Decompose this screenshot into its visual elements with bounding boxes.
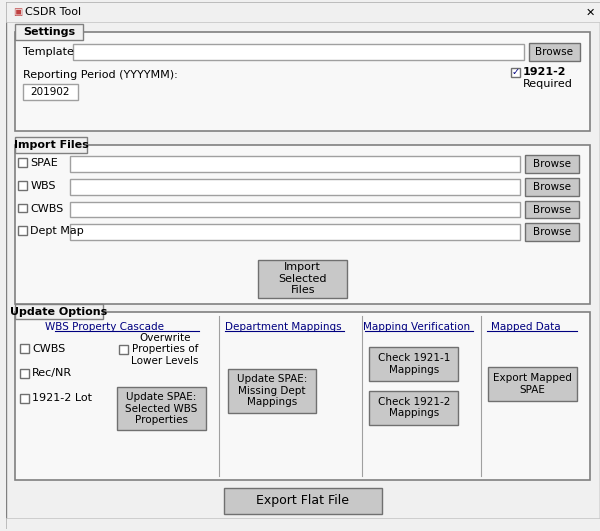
Bar: [23, 84, 78, 99]
Bar: [5, 3, 600, 22]
Text: Required: Required: [523, 79, 572, 89]
Bar: [525, 155, 579, 173]
Bar: [16, 137, 87, 153]
Text: Check 1921-2
Mappings: Check 1921-2 Mappings: [377, 397, 450, 418]
Bar: [369, 391, 458, 424]
Text: Update Options: Update Options: [10, 306, 107, 316]
Bar: [20, 344, 29, 353]
Text: 201902: 201902: [31, 87, 70, 97]
Text: CWBS: CWBS: [32, 344, 65, 354]
Text: WBS Property Cascade: WBS Property Cascade: [45, 322, 164, 332]
Bar: [224, 488, 382, 513]
Text: Browse: Browse: [533, 227, 571, 237]
Text: Browse: Browse: [533, 159, 571, 169]
Text: ▣: ▣: [13, 7, 23, 18]
Bar: [229, 369, 316, 413]
Bar: [511, 68, 520, 77]
Bar: [525, 201, 579, 218]
Text: Update SPAE:
Selected WBS
Properties: Update SPAE: Selected WBS Properties: [125, 392, 197, 425]
Bar: [70, 202, 520, 218]
Bar: [369, 347, 458, 381]
Text: Dept Map: Dept Map: [31, 226, 84, 236]
Text: Browse: Browse: [533, 204, 571, 215]
Bar: [16, 312, 590, 480]
Bar: [525, 224, 579, 241]
Text: Browse: Browse: [533, 182, 571, 192]
Bar: [525, 178, 579, 195]
Bar: [119, 345, 128, 354]
Text: Department Mappings: Department Mappings: [224, 322, 341, 332]
Text: Check 1921-1
Mappings: Check 1921-1 Mappings: [377, 353, 450, 375]
Bar: [529, 43, 580, 61]
Bar: [19, 158, 28, 167]
Text: CWBS: CWBS: [31, 203, 64, 213]
Bar: [258, 260, 347, 298]
Text: Export Flat File: Export Flat File: [256, 494, 349, 507]
Bar: [73, 44, 524, 60]
Text: CSDR Tool: CSDR Tool: [25, 7, 82, 18]
Bar: [488, 367, 577, 401]
Text: Update SPAE:
Missing Dept
Mappings: Update SPAE: Missing Dept Mappings: [237, 374, 307, 407]
Bar: [16, 145, 590, 304]
Bar: [70, 156, 520, 172]
Text: ✕: ✕: [586, 7, 595, 18]
Text: Overwrite
Properties of
Lower Levels: Overwrite Properties of Lower Levels: [131, 332, 199, 366]
Bar: [19, 203, 28, 212]
Bar: [19, 181, 28, 190]
Text: WBS: WBS: [31, 181, 56, 191]
Bar: [20, 369, 29, 378]
Bar: [116, 387, 206, 431]
Text: 1921-2: 1921-2: [523, 67, 566, 77]
Text: Import Files: Import Files: [14, 140, 88, 150]
Text: Rec/NR: Rec/NR: [32, 369, 73, 379]
Text: ✓: ✓: [511, 67, 520, 78]
Text: Browse: Browse: [535, 47, 574, 57]
Text: Template: Template: [23, 47, 74, 57]
Text: Settings: Settings: [23, 27, 75, 37]
Text: Mapping Verification: Mapping Verification: [363, 322, 470, 332]
Bar: [19, 226, 28, 235]
Bar: [70, 179, 520, 195]
Bar: [16, 304, 103, 320]
Text: Import
Selected
Files: Import Selected Files: [278, 262, 327, 295]
Text: Export Mapped
SPAE: Export Mapped SPAE: [493, 373, 572, 395]
Bar: [16, 24, 83, 40]
Bar: [20, 394, 29, 402]
Text: SPAE: SPAE: [31, 158, 58, 168]
Text: 1921-2 Lot: 1921-2 Lot: [32, 393, 92, 403]
Bar: [5, 518, 600, 528]
Text: Mapped Data: Mapped Data: [491, 322, 560, 332]
Bar: [16, 32, 590, 131]
Text: Reporting Period (YYYYMM):: Reporting Period (YYYYMM):: [23, 70, 178, 80]
Bar: [70, 225, 520, 240]
